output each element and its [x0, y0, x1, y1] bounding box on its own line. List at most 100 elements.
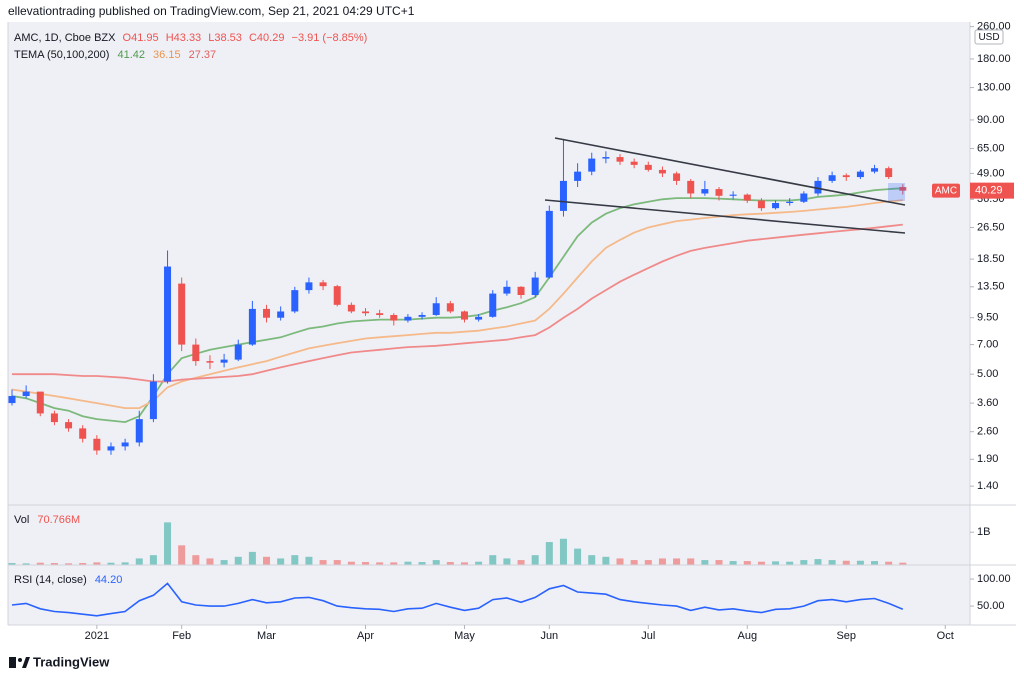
- candle-body: [828, 175, 836, 181]
- logo-part: [9, 657, 16, 668]
- volume-bar: [729, 561, 737, 565]
- volume-bar: [376, 562, 384, 565]
- volume-bar: [192, 555, 200, 565]
- volume-bar: [786, 561, 794, 565]
- volume-bar: [22, 563, 30, 565]
- candle-body: [800, 193, 808, 202]
- volume-bar: [602, 556, 610, 565]
- candle-body: [333, 286, 341, 305]
- volume-bar: [277, 558, 285, 565]
- y-tick-label: 13.50: [977, 281, 1005, 293]
- volume-bar: [489, 555, 497, 565]
- volume-bar: [814, 559, 822, 565]
- y-tick-label: 9.50: [977, 312, 998, 324]
- candle-body: [559, 180, 567, 211]
- y-tick-label: 1B: [977, 526, 990, 538]
- candle-body: [305, 282, 313, 291]
- volume-bar: [107, 562, 115, 565]
- y-tick-label: 100.00: [977, 573, 1011, 585]
- candle-body: [291, 290, 299, 312]
- candle-body: [885, 168, 893, 178]
- change-label: −3.91 (−8.85%): [292, 32, 368, 44]
- overlay-line: [12, 223, 903, 383]
- overlay-title: TEMA (50,100,200): [14, 49, 109, 61]
- volume-bar: [574, 548, 582, 565]
- candle-body: [206, 361, 214, 363]
- candle-body: [376, 313, 384, 315]
- candle-body: [871, 168, 879, 172]
- volume-bar: [319, 560, 327, 565]
- volume-bar: [418, 562, 426, 565]
- volume-bar: [135, 558, 143, 565]
- volume-bar: [305, 556, 313, 565]
- overlay-value: 36.15: [153, 49, 181, 61]
- volume-bar: [93, 562, 101, 565]
- candle-body: [362, 311, 369, 314]
- x-tick-label: May: [454, 630, 475, 642]
- volume-bar: [50, 563, 58, 565]
- y-tick-label: 7.00: [977, 338, 998, 350]
- overlay-legend: TEMA (50,100,200) 41.42 36.15 27.37: [14, 49, 216, 61]
- marks: [8, 138, 907, 617]
- candle-body: [814, 180, 822, 194]
- volume-bar: [65, 563, 73, 565]
- candle-body: [531, 277, 539, 295]
- volume-value: 70.766M: [37, 514, 80, 526]
- volume-bar: [121, 562, 129, 565]
- volume-bar: [757, 561, 765, 565]
- candle-body: [234, 344, 242, 360]
- ohlc-label: O41.95: [123, 32, 159, 44]
- candle-body: [658, 169, 666, 174]
- volume-bar: [828, 560, 836, 565]
- y-tick-label: 90.00: [977, 114, 1005, 126]
- y-tick-label: 65.00: [977, 142, 1005, 154]
- candle-body: [729, 194, 737, 196]
- volume-bar: [616, 558, 624, 565]
- rsi-line: [11, 582, 904, 617]
- y-tick-label: 1.40: [977, 480, 998, 492]
- candle-body: [602, 157, 610, 159]
- candle-body: [192, 344, 200, 362]
- volume-bar: [432, 560, 440, 565]
- brand-logo: [9, 657, 30, 668]
- candle-body: [404, 316, 412, 321]
- volume-bar: [531, 555, 539, 565]
- candle-body: [347, 304, 355, 312]
- price-tag-label: 40.29: [975, 185, 1003, 197]
- rsi-value: 44.20: [95, 574, 123, 586]
- brand-name: TradingView: [33, 654, 110, 669]
- volume-bar: [503, 558, 511, 565]
- volume-bar: [149, 555, 157, 565]
- candle-body: [475, 316, 483, 320]
- volume-legend: Vol 70.766M: [14, 514, 80, 526]
- candle-body: [79, 428, 87, 439]
- candle-body: [842, 175, 850, 178]
- volume-bar: [658, 558, 666, 565]
- volume-bar: [800, 560, 808, 565]
- volume-bar: [390, 562, 398, 565]
- candle-body: [545, 210, 553, 278]
- highlight-box: [888, 183, 905, 201]
- candle-body: [149, 381, 157, 420]
- overlay-value: 41.42: [117, 49, 145, 61]
- x-tick-label: Mar: [257, 630, 276, 642]
- price-tag-symbol: AMC: [935, 185, 957, 196]
- volume-bar: [79, 563, 87, 565]
- candle-body: [319, 282, 327, 287]
- volume-bar: [248, 551, 256, 565]
- candle-body: [8, 396, 16, 404]
- volume-bar: [842, 560, 850, 565]
- y-tick-label: 5.00: [977, 368, 998, 380]
- candle-body: [220, 359, 228, 363]
- candle-body: [489, 293, 497, 317]
- candle-body: [277, 311, 285, 318]
- x-tick-label: Apr: [357, 630, 374, 642]
- y-tick-label: 2.60: [977, 426, 998, 438]
- symbol-title: AMC, 1D, Cboe BZX: [14, 32, 116, 44]
- volume-bar: [644, 560, 652, 565]
- volume-bar: [206, 558, 214, 565]
- candle-body: [503, 286, 511, 294]
- volume-bar: [772, 561, 780, 565]
- candle-body: [616, 157, 624, 162]
- ohlc-label: L38.53: [208, 32, 242, 44]
